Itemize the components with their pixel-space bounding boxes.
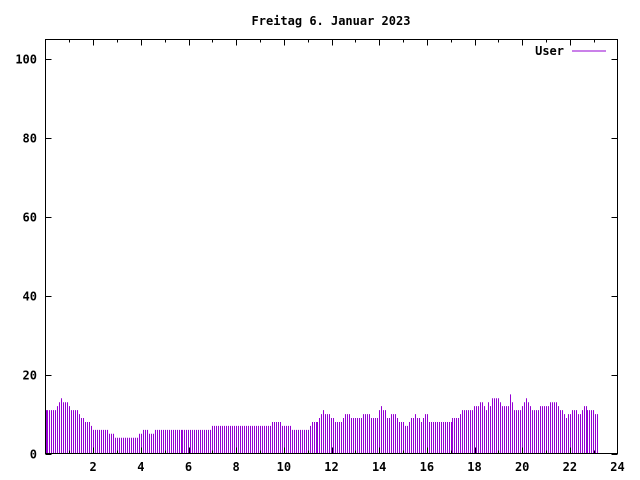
x-tick-label: 10 [277, 460, 291, 474]
y-tick-label: 40 [23, 290, 37, 304]
legend-label: User [535, 44, 564, 58]
y-tick-label: 100 [15, 53, 37, 67]
y-tick-label: 20 [23, 369, 37, 383]
x-tick-label: 14 [372, 460, 386, 474]
x-axis: 2 4 6 8 10 12 14 16 18 20 22 24 [69, 39, 625, 474]
x-tick-label: 24 [610, 460, 624, 474]
x-tick-label: 22 [563, 460, 577, 474]
bars [46, 394, 598, 454]
x-tick-label: 4 [137, 460, 144, 474]
x-tick-label: 6 [185, 460, 192, 474]
y-tick-label: 60 [23, 211, 37, 225]
x-tick-label: 18 [467, 460, 481, 474]
x-tick-label: 12 [324, 460, 338, 474]
x-tick-label: 2 [90, 460, 97, 474]
y-tick-label: 80 [23, 132, 37, 146]
y-tick-label: 0 [30, 448, 37, 462]
chart-title: Freitag 6. Januar 2023 [252, 14, 411, 28]
x-tick-label: 8 [233, 460, 240, 474]
x-tick-label: 20 [515, 460, 529, 474]
x-tick-label: 16 [420, 460, 434, 474]
legend: User [535, 44, 606, 58]
y-axis: 0 20 40 60 80 100 [15, 53, 618, 462]
plot-frame [45, 39, 618, 454]
